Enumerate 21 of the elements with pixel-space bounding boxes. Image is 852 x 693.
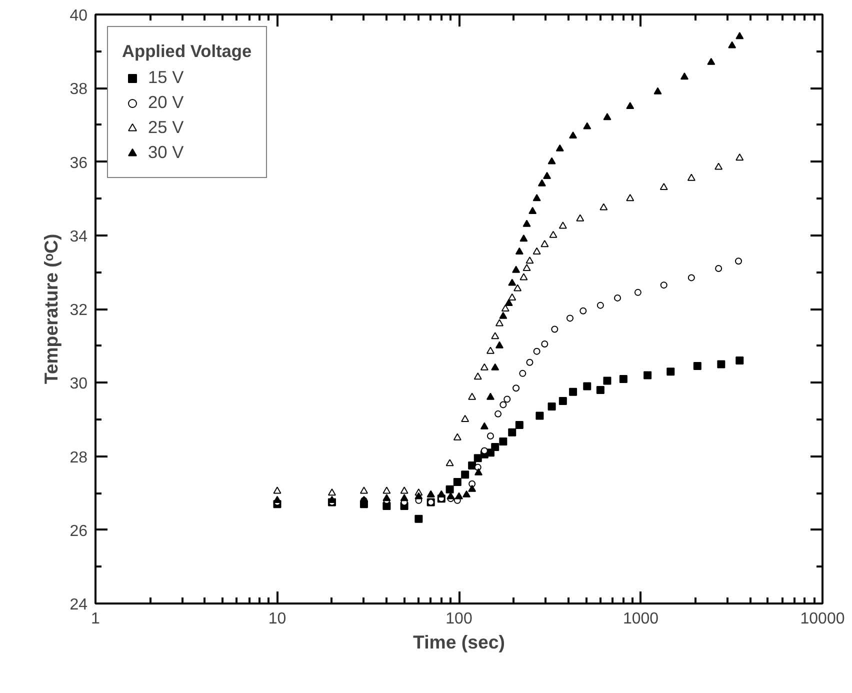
x-tick-label: 10 bbox=[268, 610, 286, 628]
y-tick-label: 26 bbox=[70, 522, 88, 540]
y-tick-label: 30 bbox=[70, 376, 88, 393]
legend-label: 15 V bbox=[148, 67, 184, 88]
y-tick-label: 28 bbox=[70, 449, 88, 466]
legend-title: Applied Voltage bbox=[122, 41, 252, 62]
y-tick-label: 34 bbox=[70, 228, 88, 246]
y-axis-title: Temperature (ᵒC) bbox=[40, 234, 62, 384]
x-axis-title: Time (sec) bbox=[413, 632, 505, 652]
x-tick-label: 1000 bbox=[622, 610, 659, 628]
x-tick-label: 1 bbox=[91, 610, 100, 628]
legend-label: 25 V bbox=[148, 117, 184, 138]
legend-label: 30 V bbox=[148, 142, 184, 163]
legend-label: 20 V bbox=[148, 92, 184, 113]
y-tick-label: 40 bbox=[70, 8, 88, 24]
y-tick-label: 32 bbox=[70, 302, 88, 319]
y-tick-label: 36 bbox=[70, 154, 88, 172]
x-tick-label: 10000 bbox=[800, 610, 845, 628]
x-tick-label: 100 bbox=[446, 610, 472, 628]
y-tick-label: 38 bbox=[70, 81, 88, 98]
y-tick-label: 24 bbox=[70, 596, 88, 614]
